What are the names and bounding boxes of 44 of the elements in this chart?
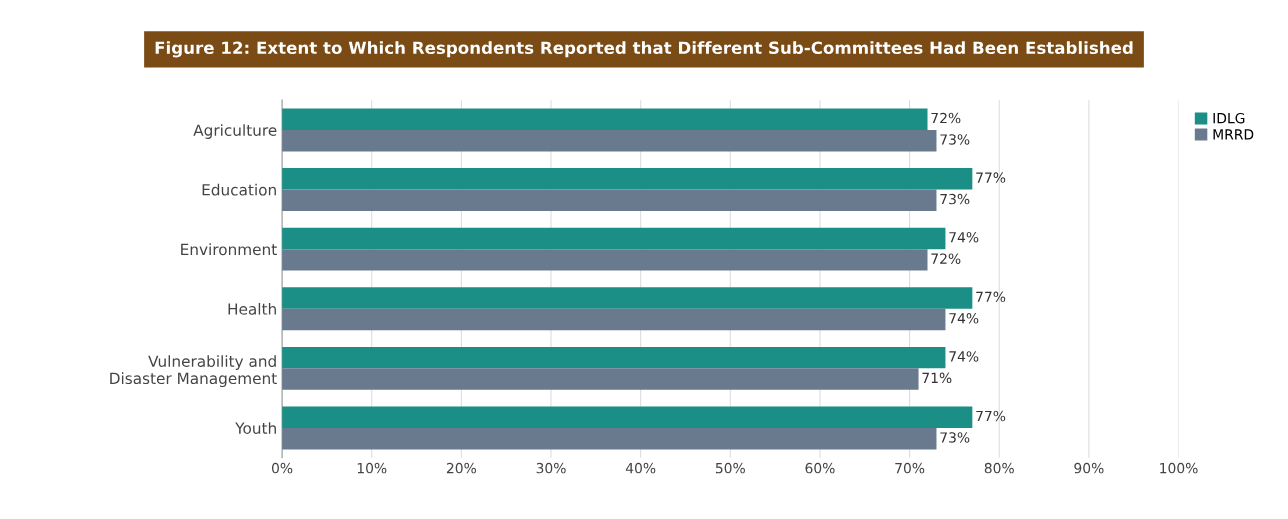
bar <box>282 168 973 190</box>
legend-label: IDLG <box>1213 112 1245 124</box>
bar <box>282 308 946 331</box>
data-label: 77% <box>976 410 1006 422</box>
bar <box>282 406 973 428</box>
data-label: 72% <box>931 112 961 124</box>
data-label: 74% <box>949 313 979 324</box>
data-label: 71% <box>922 372 952 384</box>
y-tick-label: Health <box>228 302 276 315</box>
y-tick-label: Environment <box>181 243 277 256</box>
x-tick-label: 100% <box>1160 462 1198 474</box>
x-tick-label: 30% <box>536 462 566 474</box>
bar <box>282 427 937 450</box>
y-tick-label: Youth <box>235 422 276 434</box>
legend-label: MRRD <box>1213 129 1254 140</box>
bar <box>282 129 937 152</box>
data-label: 77% <box>976 291 1006 303</box>
y-tick-label: Vulnerability and Disaster Management <box>110 355 277 388</box>
bar <box>282 249 928 271</box>
data-label: 72% <box>931 253 961 264</box>
data-label: 74% <box>949 351 979 362</box>
data-label: 73% <box>940 134 970 145</box>
x-tick-label: 40% <box>625 462 656 474</box>
x-tick-label: 20% <box>446 462 477 474</box>
bar <box>282 108 928 130</box>
x-tick-label: 10% <box>357 462 387 474</box>
data-label: 73% <box>940 193 970 205</box>
bar <box>282 368 919 390</box>
x-tick-label: 50% <box>715 462 745 474</box>
y-tick-label: Education <box>202 183 276 196</box>
y-tick-label: Agriculture <box>193 124 277 139</box>
x-tick-label: 60% <box>805 462 835 474</box>
bar <box>282 227 946 250</box>
chart-title: Figure 12: Extent to Which Respondents Reported that Different Sub-Committees Had Been Established <box>155 41 1133 58</box>
bar <box>282 346 946 369</box>
bar <box>282 287 973 309</box>
x-tick-label: 80% <box>984 462 1014 474</box>
x-tick-label: 90% <box>1074 462 1104 474</box>
data-label: 74% <box>949 231 979 243</box>
bar <box>282 189 937 212</box>
x-tick-label: 0% <box>271 462 293 474</box>
x-tick-label: 70% <box>895 462 925 474</box>
data-label: 73% <box>940 432 970 443</box>
data-label: 77% <box>976 172 1006 183</box>
